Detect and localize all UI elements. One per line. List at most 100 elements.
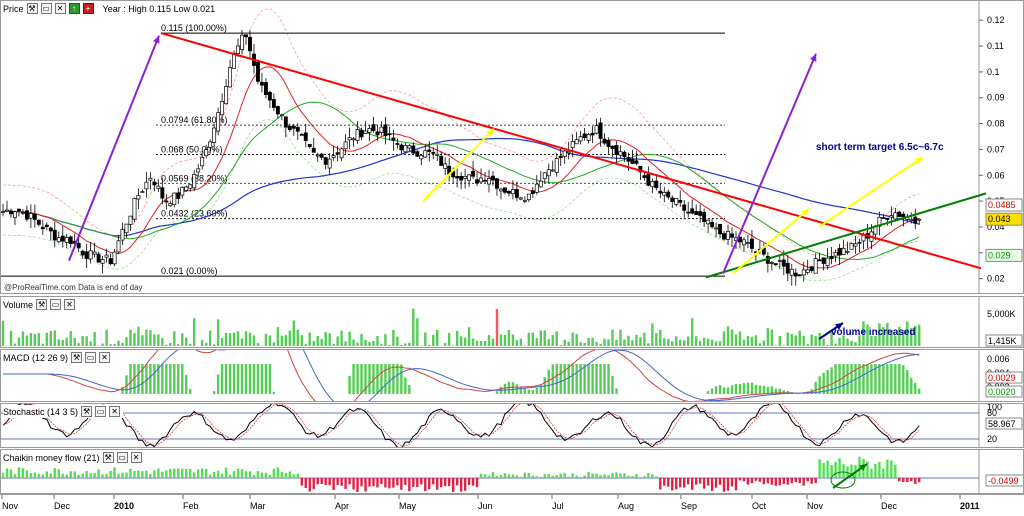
x-tick-label: Nov (2, 501, 19, 511)
candle (671, 198, 674, 202)
macd-hist (189, 389, 191, 394)
candle (750, 239, 753, 248)
cmf-bar (404, 478, 406, 485)
cmf-bar (552, 476, 554, 478)
x-tick-label: 2010 (114, 501, 134, 511)
candle (623, 152, 626, 157)
candle (679, 200, 682, 202)
cmf-bar (372, 478, 374, 486)
candle (17, 209, 20, 211)
cmf-bar (615, 472, 617, 478)
window-icon[interactable]: ▭ (117, 452, 128, 463)
cmf-bar (400, 478, 402, 490)
volume-bar (309, 332, 311, 346)
candle (432, 152, 435, 153)
candle (213, 128, 216, 142)
macd-hist (918, 388, 920, 394)
cmf-bar (516, 475, 518, 478)
window-icon[interactable]: ▭ (41, 3, 52, 14)
candle (543, 173, 546, 179)
candle (475, 180, 478, 183)
candle (830, 256, 833, 258)
candle (914, 217, 917, 223)
wrench-icon[interactable]: ⚒ (103, 452, 114, 463)
cmf-bar (380, 478, 382, 484)
volume-bar (42, 344, 44, 346)
cmf-bar (727, 478, 729, 491)
candle (33, 214, 36, 219)
fibonacci-label: 0.115 (100.00%) (161, 23, 227, 33)
volume-bar (46, 333, 48, 346)
volume-bar (731, 330, 733, 346)
move-up-icon[interactable]: ↑ (69, 3, 80, 14)
macd-hist (221, 364, 223, 394)
volume-bar (826, 345, 828, 346)
cmf-chart[interactable]: -0.0499 (1, 450, 1023, 493)
macd-hist (348, 376, 350, 394)
macd-badge-text: 0.0029 (988, 373, 1016, 383)
volume-bar (253, 335, 255, 346)
close-icon[interactable]: ✕ (99, 352, 110, 363)
volume-bar (173, 331, 175, 346)
volume-bar (512, 334, 514, 346)
cmf-bar (201, 468, 203, 478)
macd-hist (161, 364, 163, 394)
candle (304, 133, 307, 141)
wrench-icon[interactable]: ⚒ (71, 352, 82, 363)
candle (284, 117, 287, 127)
cmf-bar (544, 474, 546, 478)
volume-bar (496, 309, 498, 346)
candle (587, 134, 590, 140)
close-icon[interactable]: ✕ (55, 3, 66, 14)
cmf-bar (125, 472, 127, 478)
cmf-bar (635, 474, 637, 478)
close-icon[interactable]: ✕ (131, 452, 142, 463)
cmf-bar (779, 478, 781, 485)
cmf-bar (591, 473, 593, 478)
bollinger-upper (3, 9, 919, 255)
cmf-bar (452, 478, 454, 492)
volume-bar (368, 342, 370, 346)
close-icon[interactable]: ✕ (109, 406, 120, 417)
cmf-bar (305, 478, 307, 488)
cmf-bar (719, 478, 721, 485)
volume-bar (810, 334, 812, 346)
candle (726, 231, 729, 239)
candle (93, 252, 96, 254)
candle (288, 126, 291, 129)
wrench-icon[interactable]: ⚒ (81, 406, 92, 417)
macd-hist (715, 386, 717, 394)
candle (583, 134, 586, 138)
macd-hist (532, 390, 534, 394)
cmf-bar (834, 462, 836, 478)
y-tick-label: 0.1 (987, 67, 1000, 77)
add-indicator-icon[interactable]: + (83, 3, 94, 14)
cmf-bar (902, 478, 904, 482)
volume-bar (54, 330, 56, 346)
window-icon[interactable]: ▭ (95, 406, 106, 417)
candle (746, 243, 749, 244)
cmf-bar (2, 473, 4, 478)
volume-bar (364, 340, 366, 346)
candle (635, 161, 638, 164)
cmf-bar (691, 478, 693, 490)
window-icon[interactable]: ▭ (85, 352, 96, 363)
candle (643, 176, 646, 178)
macd-hist (759, 385, 761, 394)
close-icon[interactable]: ✕ (64, 299, 75, 310)
cmf-bar (838, 458, 840, 478)
wrench-icon[interactable]: ⚒ (27, 3, 38, 14)
price-chart[interactable]: 0.120.110.10.090.080.070.060.050.040.030… (1, 1, 1023, 293)
candle (1, 212, 4, 213)
macd-hist (727, 388, 729, 394)
volume-bar (328, 333, 330, 346)
macd-hist (763, 386, 765, 394)
wrench-icon[interactable]: ⚒ (36, 299, 47, 310)
macd-hist (360, 364, 362, 394)
cmf-bar (687, 478, 689, 484)
cmf-bar (504, 473, 506, 478)
window-icon[interactable]: ▭ (50, 299, 61, 310)
